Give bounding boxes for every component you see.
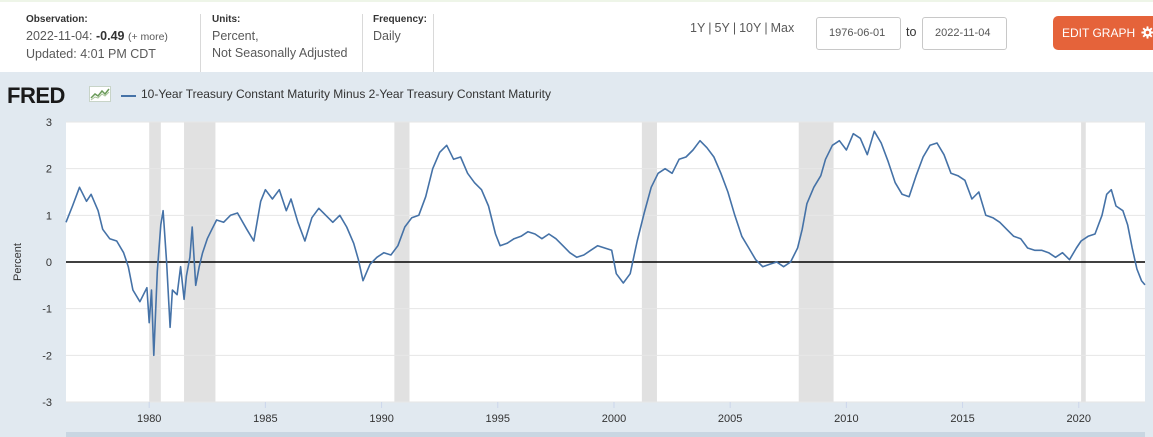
y-tick-label: 1 <box>46 210 52 222</box>
edit-graph-button[interactable]: EDIT GRAPH <box>1053 16 1153 50</box>
start-date-input[interactable]: 1976-06-01 <box>816 17 901 50</box>
end-date-input[interactable]: 2022-11-04 <box>922 17 1007 50</box>
fred-logo: FRED <box>7 83 65 109</box>
range-separator: | <box>764 21 768 35</box>
y-tick-label: -2 <box>42 350 52 362</box>
range-1y-button[interactable]: 1Y <box>690 21 706 35</box>
y-tick-label: 0 <box>46 257 52 269</box>
gear-icon <box>1141 26 1153 39</box>
units-block: Units: Percent, Not Seasonally Adjusted <box>212 14 348 62</box>
divider <box>200 14 201 74</box>
range-separator: | <box>732 21 737 35</box>
fred-logo-text: FRED <box>7 83 65 108</box>
range-5y-button[interactable]: 5Y <box>714 21 730 35</box>
y-axis-ticks: 3 2 1 0 -1 -2 -3 <box>42 117 52 409</box>
y-tick-label: 3 <box>46 117 52 129</box>
line-graph-icon <box>89 86 111 102</box>
legend-swatch <box>121 95 136 97</box>
y-tick-label: -3 <box>42 397 52 409</box>
x-axis-ticks: 1980 1985 1990 1995 2000 2005 2010 2015 2020 <box>137 402 1091 425</box>
series-line <box>65 130 1146 357</box>
units-line-2: Not Seasonally Adjusted <box>212 46 348 60</box>
x-tick-label: 2015 <box>950 413 974 425</box>
summary-bar: Observation: 2022-11-04: -0.49 (+ more) … <box>0 0 1153 74</box>
y-tick-label: -1 <box>42 304 52 316</box>
frequency-block: Frequency: Daily <box>373 14 427 45</box>
frequency-label: Frequency: <box>373 14 427 25</box>
observation-block: Observation: 2022-11-04: -0.49 (+ more) … <box>26 14 168 63</box>
units-line-1: Percent, <box>212 29 259 43</box>
range-selector: 1Y | 5Y | 10Y | Max <box>690 21 794 35</box>
y-tick-label: 2 <box>46 164 52 176</box>
range-separator: | <box>708 21 712 35</box>
x-tick-label: 1995 <box>486 413 510 425</box>
observation-date: 2022-11-04: <box>26 29 93 43</box>
series-legend: 10-Year Treasury Constant Maturity Minus… <box>141 87 551 101</box>
frequency-value: Daily <box>373 29 401 43</box>
divider <box>362 14 363 74</box>
x-tick-label: 2020 <box>1067 413 1091 425</box>
gridlines <box>66 121 1145 403</box>
date-to-label: to <box>906 25 917 39</box>
observation-value: -0.49 <box>95 29 125 43</box>
edit-graph-label: EDIT GRAPH <box>1062 26 1136 40</box>
updated-time: Updated: 4:01 PM CDT <box>26 47 156 61</box>
range-10y-button[interactable]: 10Y <box>739 21 762 35</box>
x-tick-label: 2005 <box>718 413 742 425</box>
x-tick-label: 2010 <box>834 413 858 425</box>
x-tick-label: 1985 <box>253 413 277 425</box>
units-label: Units: <box>212 14 241 25</box>
x-tick-label: 2000 <box>602 413 626 425</box>
divider <box>433 14 434 74</box>
observation-label: Observation: <box>26 14 88 25</box>
more-observations-link[interactable]: (+ more) <box>127 31 168 43</box>
x-tick-label: 1990 <box>369 413 393 425</box>
range-max-button[interactable]: Max <box>770 21 795 35</box>
navigator-bar[interactable] <box>66 432 1145 437</box>
y-axis-label: Percent <box>12 243 24 281</box>
x-tick-label: 1980 <box>137 413 161 425</box>
